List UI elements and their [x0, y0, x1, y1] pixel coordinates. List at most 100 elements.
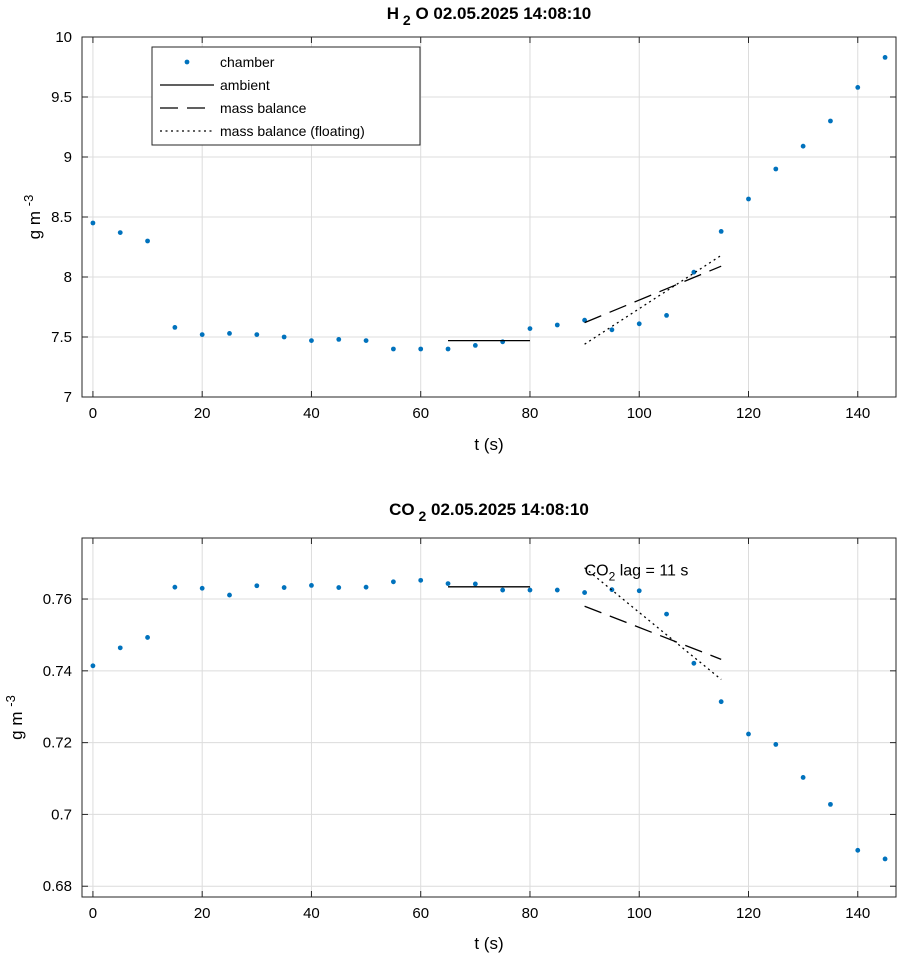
y-axis-label: g m -3 [3, 695, 26, 740]
y-tick-label: 0.76 [43, 591, 72, 608]
chamber-point [199, 332, 205, 337]
x-tick-label: 120 [736, 405, 761, 422]
chamber-point [800, 775, 806, 780]
chamber-point [117, 230, 123, 236]
chamber-point [254, 332, 260, 337]
chamber-point [418, 346, 424, 352]
chamber-point [855, 847, 861, 853]
chamber-point [773, 742, 779, 747]
chamber-point [746, 731, 751, 737]
x-axis-label: t (s) [474, 934, 503, 953]
y-tick-label: 8.5 [51, 209, 72, 226]
y-tick-label: 7.5 [51, 329, 72, 346]
legend-label: mass balance [220, 100, 307, 116]
chamber-point [527, 326, 533, 331]
chamber-point [800, 143, 806, 149]
y-axis-label: g m -3 [21, 195, 44, 240]
chart-h2o: 0 20 40 60 80 100 120 140 7 7.5 8 8.5 9 9.5 10 H 2 O 02… [21, 4, 897, 454]
chamber-point [281, 585, 287, 590]
chamber-point [554, 587, 560, 593]
y-tick-label: 9.5 [51, 89, 72, 106]
chamber-point [472, 581, 478, 587]
chamber-point [445, 581, 451, 586]
chamber-point [472, 343, 478, 348]
x-tick-label: 100 [627, 405, 652, 422]
x-tick-label: 100 [627, 905, 652, 922]
chamber-point [500, 587, 506, 593]
x-axis-label: t (s) [474, 435, 503, 454]
chamber-point [90, 663, 96, 669]
x-tick-label: 0 [89, 905, 97, 922]
chamber-point [199, 585, 205, 591]
legend: chamber ambient mass balance mass balance (… [151, 46, 421, 146]
x-tick-label: 60 [412, 905, 429, 922]
y-tick-label: 0.7 [51, 806, 72, 823]
axes-box [81, 537, 897, 898]
chamber-point [718, 699, 724, 705]
chamber-point [609, 327, 615, 333]
chamber-point [117, 645, 123, 651]
chamber-point [418, 577, 424, 583]
grid [82, 538, 896, 897]
chamber-point [172, 584, 178, 590]
axes-box [81, 36, 897, 398]
x-tick-label: 80 [522, 405, 539, 422]
chamber-point [773, 166, 779, 172]
chamber-point [636, 321, 642, 327]
y-tick-label: 0.68 [43, 878, 72, 895]
mass-balance-line [584, 605, 722, 660]
chamber-point [309, 582, 314, 588]
chamber-point [172, 325, 178, 330]
chamber-point [882, 55, 888, 60]
chamber-point [390, 346, 396, 352]
legend-box [151, 46, 421, 146]
legend-marker-chamber [184, 59, 190, 65]
data-layer [90, 567, 888, 862]
chamber-point [390, 579, 396, 585]
x-tick-label: 80 [522, 905, 539, 922]
y-tick-label: 9 [64, 149, 72, 166]
chamber-point [336, 337, 342, 342]
legend-label: mass balance (floating) [220, 123, 365, 139]
legend-label: chamber [220, 54, 275, 70]
chamber-point [582, 317, 588, 323]
y-tick-label: 0.72 [43, 735, 72, 752]
chamber-point [828, 801, 833, 807]
chamber-point [664, 611, 669, 617]
chamber-point [227, 331, 232, 336]
chamber-point [254, 583, 260, 589]
chamber-point [145, 635, 150, 640]
chamber-point [336, 585, 342, 590]
chamber-point [363, 584, 369, 590]
x-tick-label: 120 [736, 905, 761, 922]
chamber-point [718, 229, 724, 234]
x-tick-label: 60 [412, 405, 429, 422]
chamber-point [828, 118, 833, 124]
x-tick-label: 140 [845, 905, 870, 922]
chamber-point [90, 220, 96, 226]
chamber-point [227, 592, 232, 598]
x-tick-label: 40 [303, 405, 320, 422]
chamber-point [691, 660, 697, 666]
chamber-point [636, 588, 642, 594]
data-layer [90, 55, 888, 352]
x-tick-label: 0 [89, 405, 97, 422]
chamber-point [363, 338, 369, 343]
chart-title: CO 2 02.05.2025 14:08:10 [389, 500, 589, 524]
y-tick-label: 7 [64, 389, 72, 406]
chamber-point [882, 856, 888, 862]
chamber-point [691, 269, 697, 275]
y-tick-label: 10 [55, 29, 72, 46]
mass-balance-line [584, 265, 722, 324]
x-tick-label: 40 [303, 905, 320, 922]
chart-title: H 2 O 02.05.2025 14:08:10 [387, 4, 592, 28]
mass-balance-floating--line [584, 567, 722, 680]
x-tick-label: 140 [845, 405, 870, 422]
chamber-point [609, 587, 615, 593]
plot-area [82, 538, 896, 897]
chamber-point [145, 238, 150, 244]
legend-label: ambient [220, 77, 270, 93]
chamber-point [664, 313, 669, 318]
chart-co2: 0 20 40 60 80 100 120 140 0.68 0.7 0.72 0.74 0.76 CO … [3, 500, 897, 953]
